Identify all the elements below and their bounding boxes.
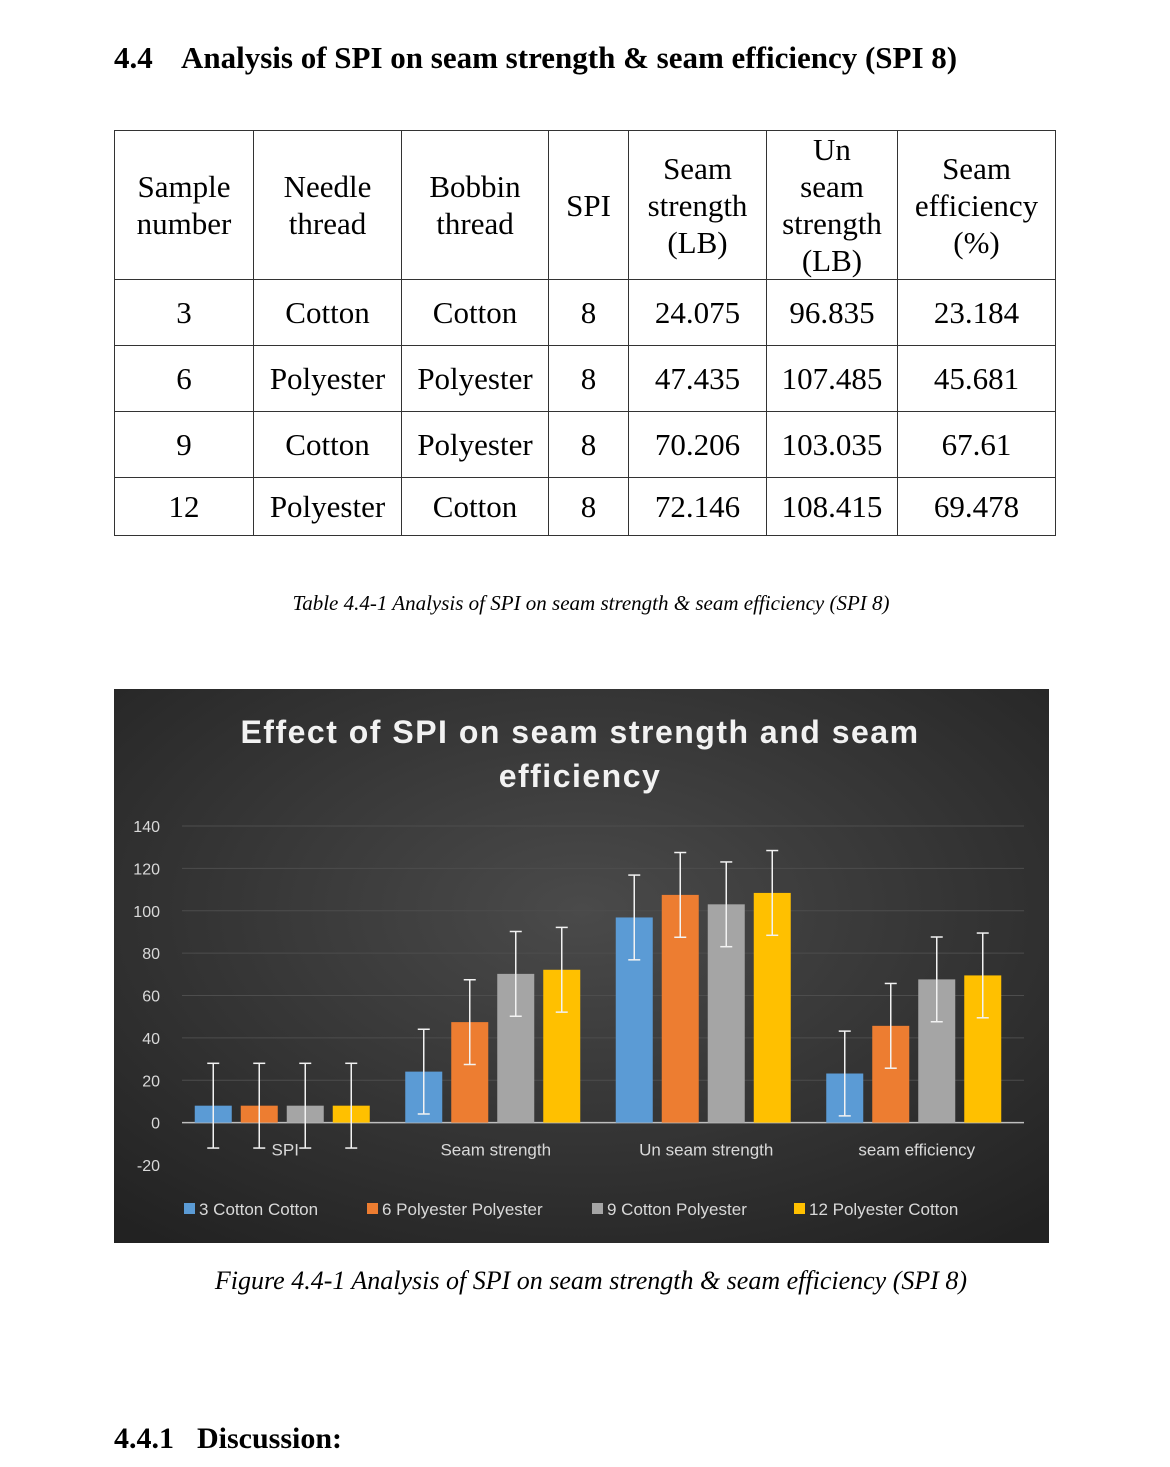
table-cell: Polyester — [401, 411, 549, 478]
legend-label: 9 Cotton Polyester — [607, 1200, 747, 1219]
table-cell: 23.184 — [897, 279, 1056, 346]
table-cell: 8 — [548, 279, 629, 346]
subsection-heading: 4.4.1 Discussion: — [114, 1422, 342, 1456]
section-number: 4.4 — [114, 40, 153, 75]
header-text: seam — [800, 169, 864, 204]
table-header-cell: Seam strength (LB) — [628, 130, 767, 280]
header-text: (%) — [953, 224, 1000, 260]
table-cell: 69.478 — [897, 477, 1056, 536]
table-row: 12 Polyester Cotton 8 72.146 108.415 69.478 — [114, 477, 1056, 536]
x-category-label: Un seam strength — [639, 1141, 773, 1160]
legend-label: 6 Polyester Polyester — [382, 1200, 543, 1219]
table-cell: 108.415 — [766, 477, 898, 536]
header-text: thread — [436, 206, 514, 241]
table-row: 3 Cotton Cotton 8 24.075 96.835 23.184 — [114, 279, 1056, 346]
results-table: Sample number Needle thread Bobbin thread SPI S… — [114, 130, 1056, 536]
header-text: Needle — [283, 169, 372, 204]
table-header-row: Sample number Needle thread Bobbin thread SPI S… — [114, 130, 1056, 280]
y-tick-label: 100 — [133, 904, 160, 921]
bar-chart: Effect of SPI on seam strength and seam … — [114, 689, 1049, 1243]
table-cell: Cotton — [253, 279, 402, 346]
chart-bars — [194, 849, 1002, 1149]
y-axis-ticks: -20 0 20 40 60 80 100 120 140 — [133, 819, 160, 1175]
table-cell: Cotton — [401, 279, 549, 346]
y-tick-label: 0 — [151, 1116, 160, 1133]
y-tick-label: 120 — [133, 861, 160, 878]
table-cell: 47.435 — [628, 345, 767, 412]
table-header-cell: SPI — [548, 130, 629, 280]
y-tick-label: 80 — [142, 946, 160, 963]
chart-background — [114, 689, 1049, 1243]
table-row: 9 Cotton Polyester 8 70.206 103.035 67.61 — [114, 411, 1056, 478]
legend-swatch — [592, 1203, 603, 1214]
legend-label: 3 Cotton Cotton — [199, 1200, 318, 1219]
subsection-number: 4.4.1 — [114, 1422, 174, 1455]
table-cell: 9 — [114, 411, 254, 478]
table-cell: 6 — [114, 345, 254, 412]
table-header-cell: Un seam strength (LB) — [766, 130, 898, 280]
table-header-cell: Bobbin thread — [401, 130, 549, 280]
table-cell: 12 — [114, 477, 254, 536]
x-axis-labels: SPI Seam strength Un seam strength seam eff… — [272, 1141, 976, 1160]
x-category-label: Seam strength — [440, 1141, 551, 1160]
y-tick-label: 40 — [142, 1031, 160, 1048]
chart-title-line-1: Effect of SPI on seam strength and seam — [240, 714, 919, 750]
table-cell: 8 — [548, 411, 629, 478]
header-text: strength — [782, 206, 882, 241]
table-cell: 96.835 — [766, 279, 898, 346]
table-cell: Cotton — [401, 477, 549, 536]
table-header-cell: Seam efficiency (%) — [897, 130, 1056, 280]
table-header-cell: Sample number — [114, 130, 254, 280]
table-cell: 3 — [114, 279, 254, 346]
header-text: number — [136, 206, 232, 241]
header-text: efficiency — [914, 187, 1039, 223]
y-tick-label: 60 — [142, 989, 160, 1006]
figure-caption: Figure 4.4-1 Analysis of SPI on seam str… — [214, 1266, 968, 1295]
legend-swatch — [367, 1203, 378, 1214]
table-cell: 67.61 — [897, 411, 1056, 478]
header-text: Seam — [942, 150, 1011, 186]
table-cell: 103.035 — [766, 411, 898, 478]
y-tick-label: -20 — [137, 1158, 160, 1175]
table-cell: Polyester — [253, 345, 402, 412]
x-category-label: SPI — [272, 1141, 299, 1160]
table-cell: Polyester — [401, 345, 549, 412]
legend-swatch — [794, 1203, 805, 1214]
header-text: thread — [288, 206, 367, 241]
section-title: Analysis of SPI on seam strength & seam … — [181, 40, 958, 75]
table-cell: 70.206 — [628, 411, 767, 478]
table-caption: Table 4.4-1 Analysis of SPI on seam stre… — [292, 591, 890, 615]
chart-legend: 3 Cotton Cotton 6 Polyester Polyester 9 Co… — [184, 1200, 958, 1219]
header-text: (LB) — [801, 243, 863, 278]
subsection-title: Discussion: — [197, 1422, 343, 1455]
table-cell: 107.485 — [766, 345, 898, 412]
header-text: strength — [647, 187, 748, 223]
legend-swatch — [184, 1203, 195, 1214]
x-category-label: seam efficiency — [858, 1141, 975, 1160]
header-text: Un — [813, 132, 851, 167]
table-body: 3 Cotton Cotton 8 24.075 96.835 23.184 6 Polyest… — [114, 279, 1056, 536]
table-cell: Cotton — [253, 411, 402, 478]
table-cell: 24.075 — [628, 279, 767, 346]
table-cell: Polyester — [253, 477, 402, 536]
table-cell: 8 — [548, 477, 629, 536]
y-tick-label: 140 — [133, 819, 160, 836]
header-text: Seam — [663, 150, 732, 186]
header-text: Bobbin — [429, 169, 521, 204]
header-text: SPI — [566, 187, 611, 223]
chart-title-line-2: efficiency — [499, 758, 662, 794]
header-text: (LB) — [667, 224, 728, 260]
header-text: Sample — [137, 169, 231, 204]
table-header-cell: Needle thread — [253, 130, 402, 280]
y-tick-label: 20 — [142, 1073, 160, 1090]
table-cell: 45.681 — [897, 345, 1056, 412]
table-cell: 72.146 — [628, 477, 767, 536]
table-cell: 8 — [548, 345, 629, 412]
table-row: 6 Polyester Polyester 8 47.435 107.485 45.681 — [114, 345, 1056, 412]
legend-label: 12 Polyester Cotton — [809, 1200, 958, 1219]
section-heading: 4.4 Analysis of SPI on seam strength & se… — [114, 40, 957, 76]
